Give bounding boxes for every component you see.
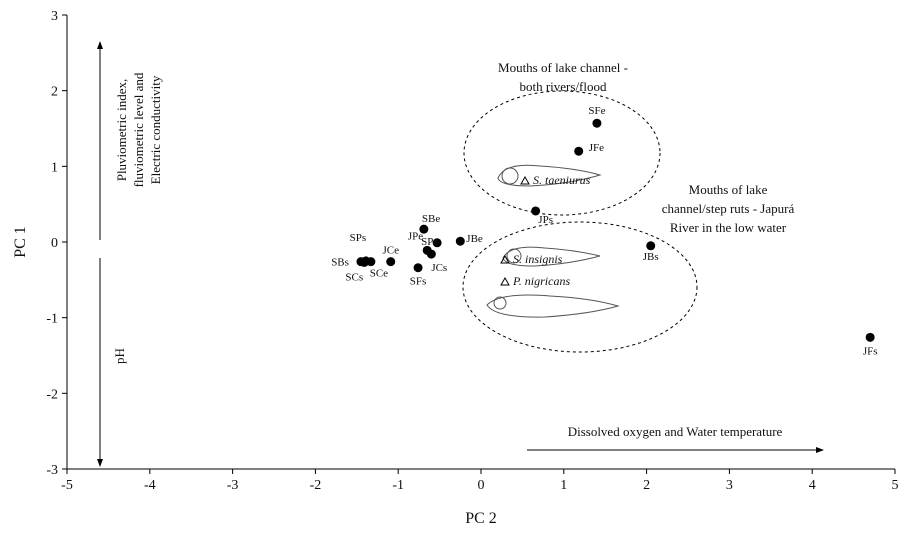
y-tick-label: 3 [51,9,58,24]
y-tick-label: -1 [46,312,58,327]
point-label: SFe [588,105,605,117]
direction-label: Dissolved oxygen and Water temperature [568,424,783,439]
x-tick-label: 0 [478,478,485,493]
x-tick-label: -4 [144,478,156,493]
species-label: S. taeniurus [533,173,591,187]
group-label: both rivers/flood [519,79,607,94]
y-tick-label: 0 [51,236,58,251]
x-tick-label: 4 [809,478,816,493]
group-label: River in the low water [670,220,787,235]
group-label: Mouths of lake channel - [498,60,628,75]
x-tick-label: 1 [560,478,567,493]
y-tick-label: 1 [51,160,58,175]
point-label: SPe [421,236,438,248]
x-tick-label: 2 [643,478,650,493]
group-label: channel/step ruts - Japurá [662,201,795,216]
group-label: Mouths of lake [689,182,768,197]
x-tick-label: 5 [892,478,899,493]
point-label: JFs [863,345,878,357]
point [414,263,423,272]
point-label: SBs [331,257,349,269]
species-label: P. nigricans [512,274,570,288]
point-label: JPe [408,230,423,242]
point [356,257,365,266]
point-label: SCs [345,271,363,283]
group-ellipse [463,222,697,352]
direction-label: pH [112,348,127,364]
y-tick-label: 2 [51,85,58,100]
direction-label: Pluviometric index, [114,79,129,182]
x-tick-label: -1 [392,478,404,493]
point [427,250,436,259]
point-label: JFe [589,142,604,154]
direction-label: Electric conductivity [148,75,163,184]
species-label: S. insignis [513,252,563,266]
point [456,237,465,246]
point [386,257,395,266]
y-tick-label: -2 [46,387,58,402]
point-label: SBe [422,213,440,225]
triangle-marker [501,177,529,285]
point-label: SPs [350,232,367,244]
x-tick-label: 3 [726,478,733,493]
point [592,119,601,128]
fish-sketch [487,165,618,317]
direction-label: fluviometric level and [131,72,146,187]
y-tick-label: -3 [46,463,58,478]
point-label: SFs [410,276,427,288]
chart: PC 2 PC 1 -5 -4 -3 -2 -1 0 1 2 3 4 5 -3 -2 -1 0 1 2 3 SFe J… [0,0,909,529]
point [866,333,875,342]
point-label: JCe [382,245,399,257]
point-label: JCs [431,262,447,274]
point [646,241,655,250]
x-tick-label: -2 [310,478,322,493]
point-label: SCe [370,268,388,280]
x-tick-label: -5 [61,478,73,493]
point-label: JBe [466,233,483,245]
y-axis-label: PC 1 [12,226,29,258]
group-ellipse [464,91,660,215]
x-tick-label: -3 [227,478,239,493]
x-axis-label: PC 2 [465,510,497,527]
point-label: JBs [643,251,659,263]
point-label: JPs [538,214,553,226]
point [574,147,583,156]
